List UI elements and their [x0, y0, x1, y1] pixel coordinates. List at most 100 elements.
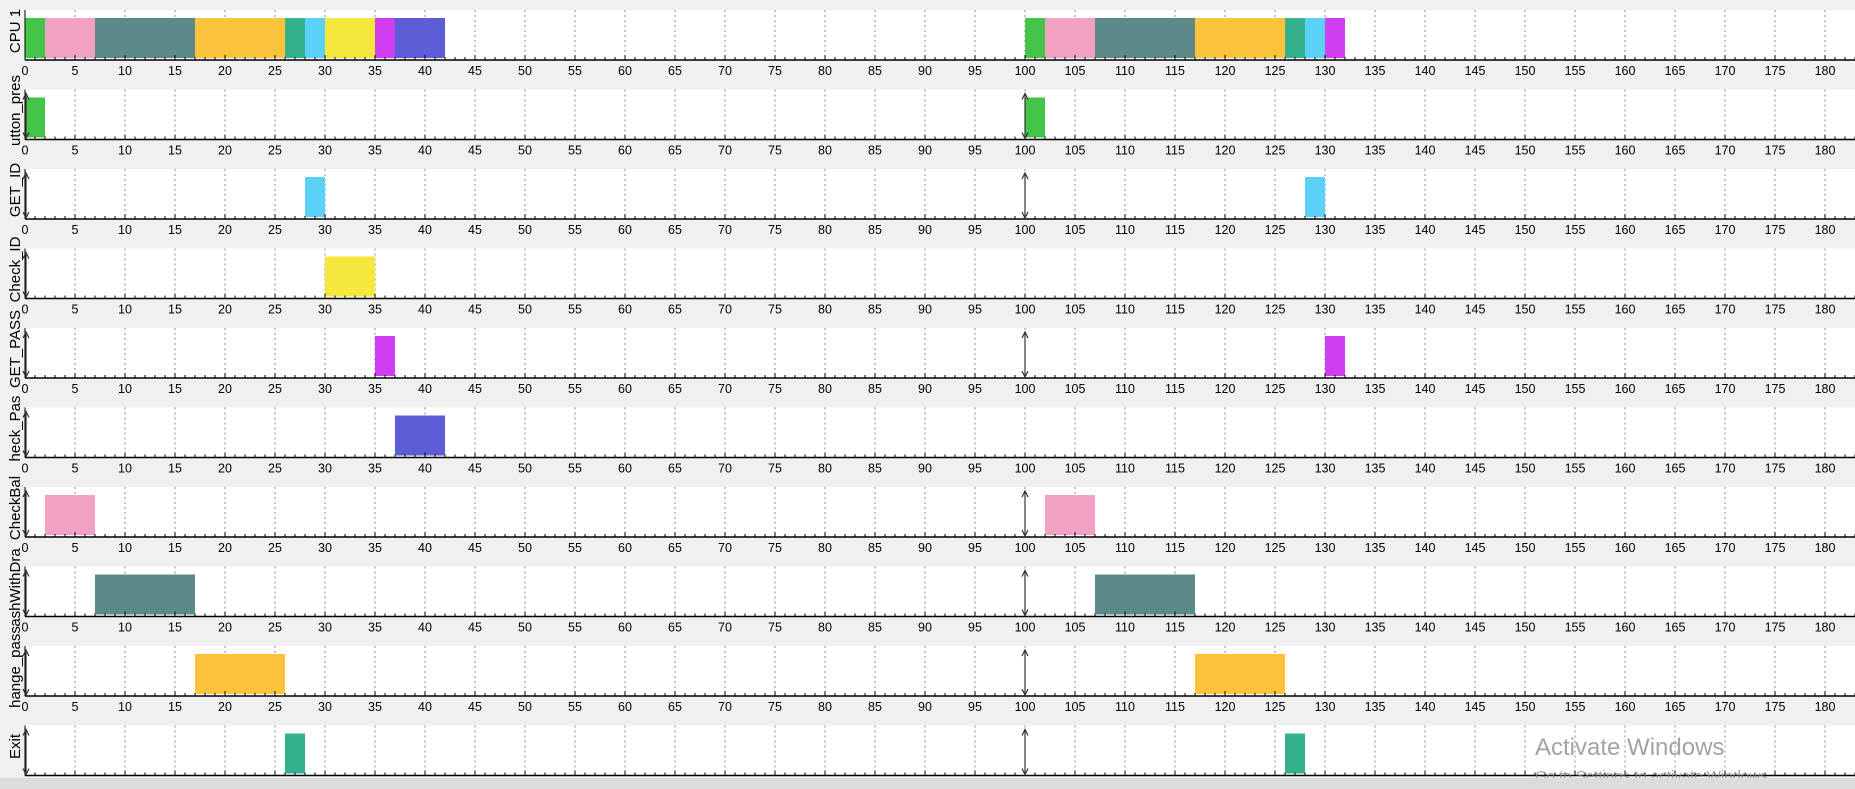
tick-label-2-15: 75 — [768, 223, 782, 237]
tick-label-7-35: 175 — [1765, 621, 1786, 635]
row-plot-area — [25, 646, 1855, 696]
segment-0-11 — [1095, 18, 1195, 58]
tick-label-5-6: 30 — [318, 462, 332, 476]
tick-label-8-1: 5 — [72, 700, 79, 714]
row-plot-area — [25, 89, 1855, 140]
tick-label-6-24: 120 — [1215, 541, 1236, 555]
tick-label-2-22: 110 — [1115, 223, 1135, 237]
arrow-head-down — [1021, 370, 1029, 379]
tick-label-3-10: 50 — [518, 303, 532, 317]
tick-label-4-26: 130 — [1315, 382, 1336, 396]
tick-label-2-17: 85 — [868, 223, 882, 237]
arrival-arrow-1-0 — [22, 92, 30, 140]
segment-0-13 — [1285, 18, 1305, 58]
tick-label-3-18: 90 — [918, 303, 932, 317]
tick-label-6-6: 30 — [318, 541, 332, 555]
tick-label-8-3: 15 — [168, 700, 182, 714]
arrow-head-down — [22, 609, 30, 617]
tick-label-7-33: 165 — [1665, 621, 1686, 635]
tick-label-3-22: 110 — [1115, 303, 1135, 317]
arrival-arrow-7-1 — [1021, 569, 1029, 617]
arrival-arrow-4-0 — [22, 330, 30, 379]
tick-label-0-15: 75 — [768, 64, 782, 78]
tick-label-0-20: 100 — [1015, 64, 1036, 78]
tick-label-5-29: 145 — [1465, 462, 1486, 476]
tick-label-5-24: 120 — [1215, 462, 1236, 476]
tick-label-5-23: 115 — [1165, 462, 1185, 476]
segment-7-1 — [1095, 574, 1195, 615]
tick-label-0-34: 170 — [1715, 64, 1736, 78]
arrow-head-up — [1021, 171, 1029, 180]
tick-label-8-32: 160 — [1615, 700, 1636, 714]
arrow-head-up — [1021, 330, 1029, 339]
tick-label-5-14: 70 — [718, 462, 732, 476]
tick-label-4-30: 150 — [1515, 382, 1536, 396]
tick-label-4-22: 110 — [1115, 382, 1135, 396]
tick-label-6-21: 105 — [1065, 541, 1086, 555]
tick-label-3-34: 170 — [1715, 303, 1736, 317]
horizontal-scrollbar[interactable] — [0, 778, 1855, 789]
tick-label-5-16: 80 — [818, 462, 832, 476]
row-2: 0 5 10 15 20 25 30 35 40 45 50 55 60 65 70 75 80 85 90 95 10… — [7, 163, 1855, 237]
tick-label-7-20: 100 — [1015, 621, 1036, 635]
arrival-arrow-8-1 — [1021, 648, 1029, 697]
tick-label-0-24: 120 — [1215, 64, 1236, 78]
tick-label-6-5: 25 — [268, 541, 282, 555]
tick-label-0-28: 140 — [1415, 64, 1436, 78]
tick-label-2-14: 70 — [718, 223, 732, 237]
tick-label-1-29: 145 — [1465, 144, 1486, 158]
tick-label-7-29: 145 — [1465, 621, 1486, 635]
tick-label-5-26: 130 — [1315, 462, 1336, 476]
tick-label-1-4: 20 — [218, 144, 232, 158]
tick-label-1-12: 60 — [618, 144, 632, 158]
tick-label-5-22: 110 — [1115, 462, 1135, 476]
tick-label-6-4: 20 — [218, 541, 232, 555]
tick-label-6-29: 145 — [1465, 541, 1486, 555]
tick-label-1-7: 35 — [368, 144, 382, 158]
tick-label-8-14: 70 — [718, 700, 732, 714]
arrow-head-up — [22, 92, 30, 100]
tick-label-5-21: 105 — [1065, 462, 1086, 476]
tick-label-2-20: 100 — [1015, 223, 1036, 237]
tick-label-4-11: 55 — [568, 382, 582, 396]
tick-label-7-5: 25 — [268, 621, 282, 635]
row-label-5: heck_Pas — [7, 396, 24, 462]
tick-label-8-23: 115 — [1165, 700, 1185, 714]
tick-label-0-1: 5 — [72, 64, 79, 78]
tick-label-0-35: 175 — [1765, 64, 1786, 78]
tick-label-6-3: 15 — [168, 541, 182, 555]
arrow-head-up — [22, 569, 30, 577]
tick-label-8-25: 125 — [1265, 700, 1286, 714]
tick-label-2-1: 5 — [72, 223, 79, 237]
tick-label-7-16: 80 — [818, 621, 832, 635]
arrow-head-up — [22, 410, 30, 418]
tick-label-4-13: 65 — [668, 382, 682, 396]
tick-label-6-25: 125 — [1265, 541, 1286, 555]
arrow-head-up — [22, 330, 30, 339]
tick-label-7-27: 135 — [1365, 621, 1386, 635]
tick-label-7-26: 130 — [1315, 621, 1336, 635]
tick-label-8-35: 175 — [1765, 700, 1786, 714]
row-plot-area — [25, 487, 1855, 537]
row-label-8: hange_pass — [7, 626, 24, 708]
tick-label-1-35: 175 — [1765, 144, 1786, 158]
arrow-head-down — [22, 688, 30, 697]
tick-label-6-30: 150 — [1515, 541, 1536, 555]
tick-label-1-10: 50 — [518, 144, 532, 158]
tick-label-0-32: 160 — [1615, 64, 1636, 78]
segment-7-0 — [95, 574, 195, 615]
tick-label-3-5: 25 — [268, 303, 282, 317]
tick-label-7-6: 30 — [318, 621, 332, 635]
tick-label-6-23: 115 — [1165, 541, 1185, 555]
tick-label-3-29: 145 — [1465, 303, 1486, 317]
tick-label-7-9: 45 — [468, 621, 482, 635]
tick-label-7-23: 115 — [1165, 621, 1185, 635]
tick-label-4-2: 10 — [118, 382, 132, 396]
tick-label-7-34: 170 — [1715, 621, 1736, 635]
tick-label-7-19: 95 — [968, 621, 982, 635]
tick-label-8-17: 85 — [868, 700, 882, 714]
tick-label-7-30: 150 — [1515, 621, 1536, 635]
arrow-head-down — [22, 211, 30, 220]
arrow-head-up — [22, 171, 30, 180]
arrow-head-up — [22, 648, 30, 657]
